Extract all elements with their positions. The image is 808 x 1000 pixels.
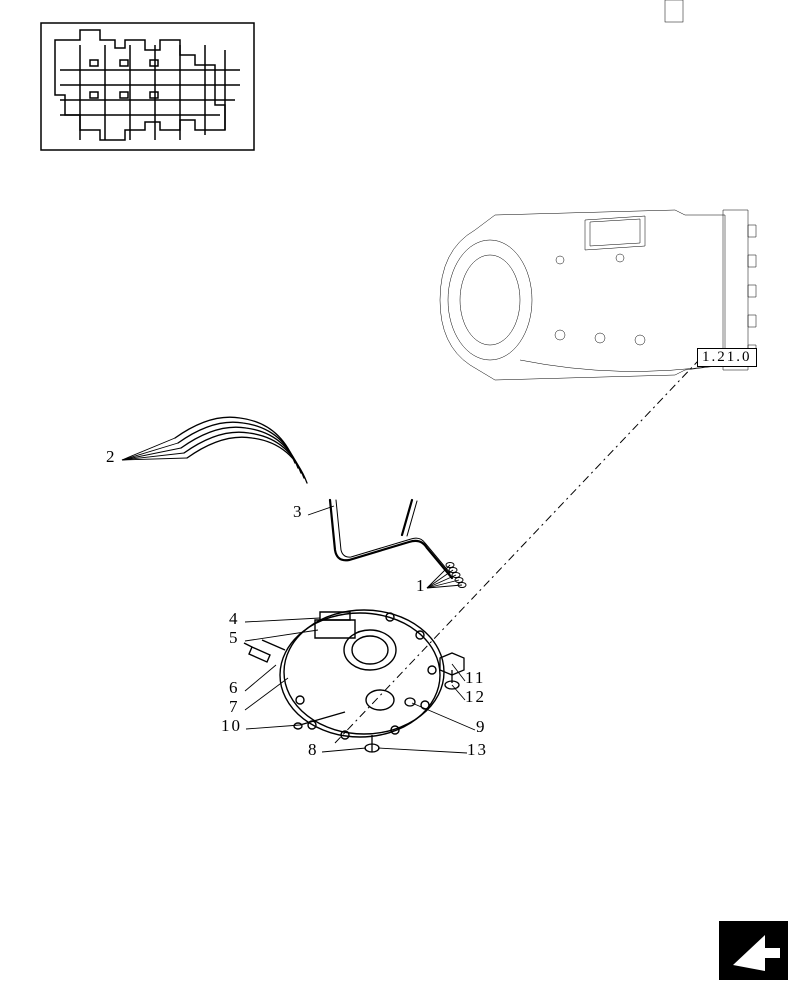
callout-7: 7 <box>229 697 238 717</box>
callout-4: 4 <box>229 609 238 629</box>
callout-6: 6 <box>229 678 238 698</box>
callout-12: 12 <box>465 687 486 707</box>
part-2-tubes <box>175 417 307 483</box>
callout-13: 13 <box>467 740 488 760</box>
reference-box-label: 1.21.0 <box>702 349 752 365</box>
cover-plate-assembly <box>244 610 444 739</box>
callout-2: 2 <box>106 447 115 467</box>
reference-box: 1.21.0 <box>697 348 757 367</box>
callout-11: 11 <box>465 668 485 688</box>
transmission-housing <box>440 0 756 380</box>
callout-8: 8 <box>308 740 317 760</box>
part-8-13 <box>365 735 379 752</box>
callout-10: 10 <box>221 716 242 736</box>
diagram-canvas: 1.21.0 1 2 3 4 5 6 7 8 9 10 11 12 13 <box>0 0 808 1000</box>
exploded-axis-line <box>335 361 698 743</box>
callout-9: 9 <box>476 717 485 737</box>
nav-icon[interactable] <box>719 921 788 980</box>
part-10-bolt <box>294 712 345 729</box>
inset-transmission-icon <box>41 23 254 150</box>
part-11-12 <box>440 653 464 689</box>
callout-1: 1 <box>416 576 425 596</box>
callout-5: 5 <box>229 628 238 648</box>
part-3-pipe <box>330 500 452 578</box>
part-9 <box>405 698 415 706</box>
callout-3: 3 <box>293 502 302 522</box>
diagram-svg <box>0 0 808 1000</box>
